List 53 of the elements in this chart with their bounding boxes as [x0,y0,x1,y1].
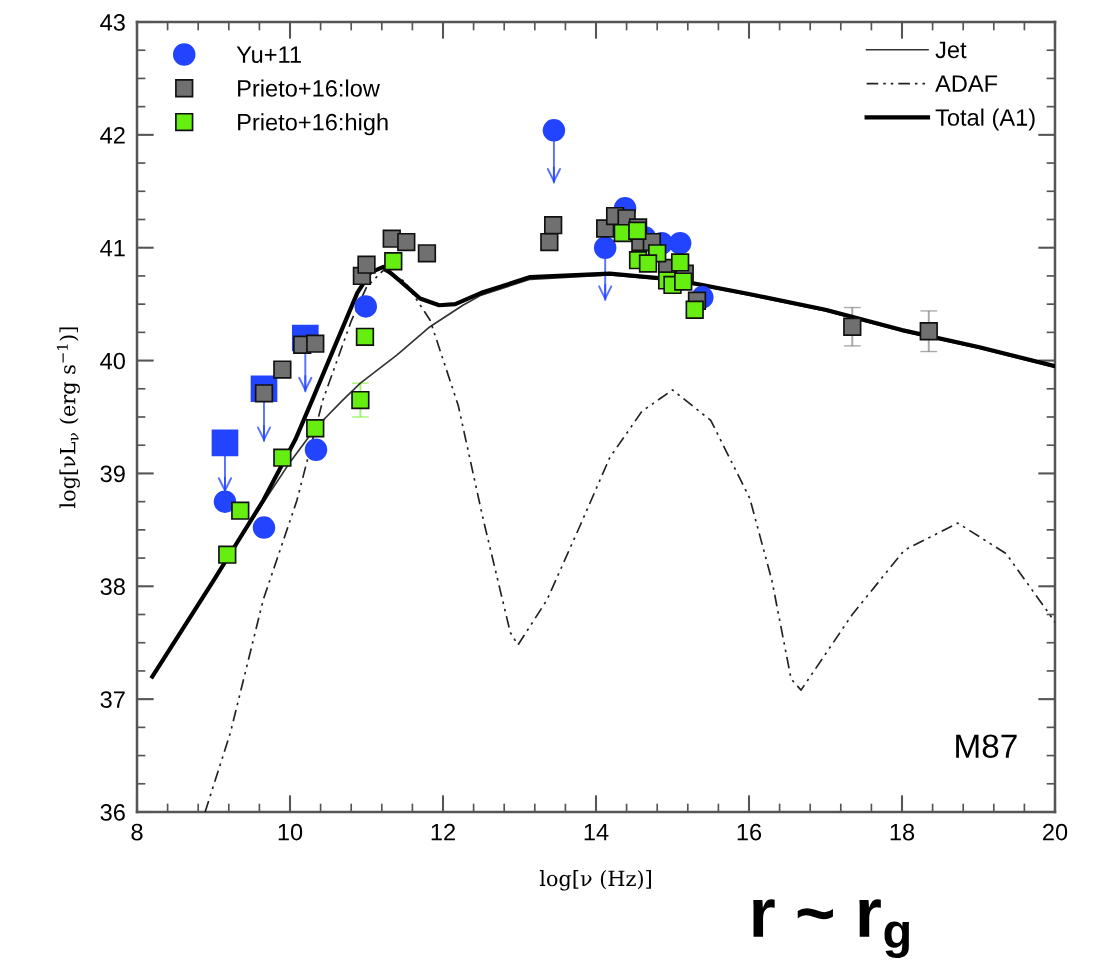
x-tick-label: 10 [278,823,303,841]
y-tick-label: 42 [100,126,125,144]
point [306,419,325,438]
point [685,300,704,319]
legend-label: Prieto+16:low [238,79,380,97]
point [843,317,862,336]
legend-label: Jet [935,41,967,59]
point [668,231,692,255]
x-axis-title: log[ν (Hz)] [539,870,651,891]
point [384,252,403,271]
point [218,545,237,564]
point [252,516,276,539]
y-tick-label: 43 [100,14,125,31]
point [213,490,237,513]
point [638,254,658,273]
x-tick-label: 18 [890,823,915,841]
point [919,322,938,341]
point [351,390,370,410]
point [211,429,239,457]
x-tick-label: 8 [131,823,143,841]
point [231,501,250,520]
x-tick-label: 12 [431,823,455,841]
legend-label: Yu+11 [236,46,301,63]
point [543,215,563,235]
point [397,232,416,252]
point [670,253,690,272]
legend-label: Total (A1) [935,108,1035,131]
point [357,255,376,274]
point [273,360,292,379]
point [540,232,559,252]
y-tick-label: 36 [100,804,125,821]
y-tick-label: 39 [100,465,125,483]
y-tick-label: 41 [100,240,125,257]
point [417,244,437,263]
point [674,272,693,291]
y-tick-label: 40 [100,352,125,370]
legend-label: Prieto+16:high [238,113,388,136]
y-tick-label: 37 [100,691,125,708]
text: r ~ r$_{g}$ [753,899,909,958]
point [593,236,617,259]
legend-label: ADAF [935,75,998,92]
point [354,295,377,318]
point [273,448,292,467]
y-tick-label: 38 [100,578,125,596]
point [355,327,375,347]
x-tick-label: 20 [1043,823,1068,841]
point [304,438,328,461]
x-tick-label: 14 [584,823,609,841]
y-axis-title: log[νL$_{ν}$ (erg s$^{−1}$)] [56,327,80,508]
point [306,334,325,353]
point [542,119,566,142]
x-tick-label: 16 [737,823,762,841]
annotation: M87 [956,734,1017,759]
